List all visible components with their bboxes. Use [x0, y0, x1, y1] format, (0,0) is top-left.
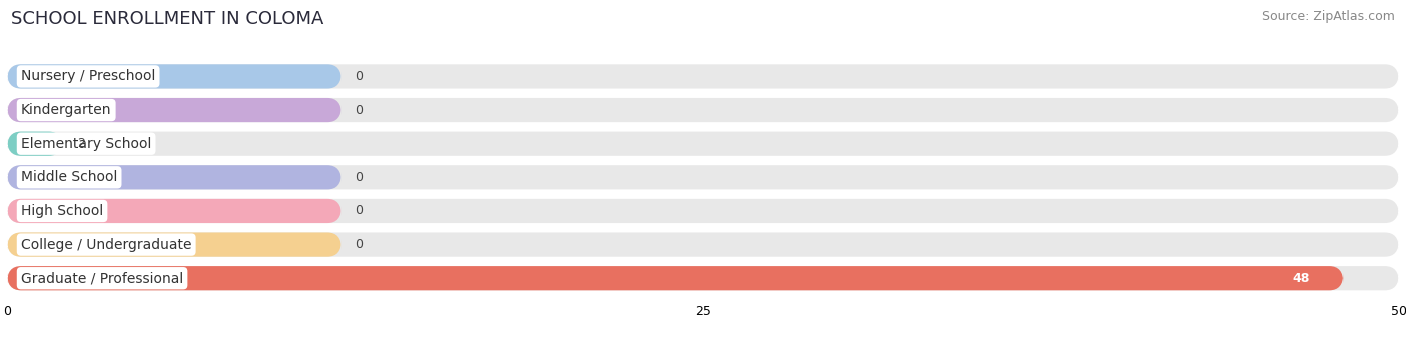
- FancyBboxPatch shape: [7, 64, 1399, 89]
- Text: 0: 0: [354, 104, 363, 117]
- FancyBboxPatch shape: [7, 165, 342, 190]
- FancyBboxPatch shape: [7, 132, 1399, 156]
- FancyBboxPatch shape: [7, 98, 1399, 122]
- Text: 0: 0: [354, 70, 363, 83]
- Text: 0: 0: [354, 171, 363, 184]
- Text: College / Undergraduate: College / Undergraduate: [21, 238, 191, 252]
- FancyBboxPatch shape: [7, 165, 1399, 190]
- FancyBboxPatch shape: [7, 98, 342, 122]
- Text: 2: 2: [77, 137, 84, 150]
- Text: 48: 48: [1294, 272, 1310, 285]
- Text: Source: ZipAtlas.com: Source: ZipAtlas.com: [1261, 10, 1395, 23]
- Text: Graduate / Professional: Graduate / Professional: [21, 271, 183, 285]
- FancyBboxPatch shape: [7, 132, 63, 156]
- FancyBboxPatch shape: [7, 64, 342, 89]
- FancyBboxPatch shape: [7, 199, 342, 223]
- Text: Kindergarten: Kindergarten: [21, 103, 111, 117]
- FancyBboxPatch shape: [7, 233, 342, 257]
- FancyBboxPatch shape: [7, 199, 1399, 223]
- FancyBboxPatch shape: [7, 233, 1399, 257]
- Text: Middle School: Middle School: [21, 170, 117, 184]
- FancyBboxPatch shape: [7, 266, 1399, 290]
- Text: Nursery / Preschool: Nursery / Preschool: [21, 70, 155, 84]
- Text: 0: 0: [354, 238, 363, 251]
- Text: 0: 0: [354, 205, 363, 218]
- Text: High School: High School: [21, 204, 103, 218]
- Text: Elementary School: Elementary School: [21, 137, 152, 151]
- Text: SCHOOL ENROLLMENT IN COLOMA: SCHOOL ENROLLMENT IN COLOMA: [11, 10, 323, 28]
- FancyBboxPatch shape: [7, 266, 1343, 290]
